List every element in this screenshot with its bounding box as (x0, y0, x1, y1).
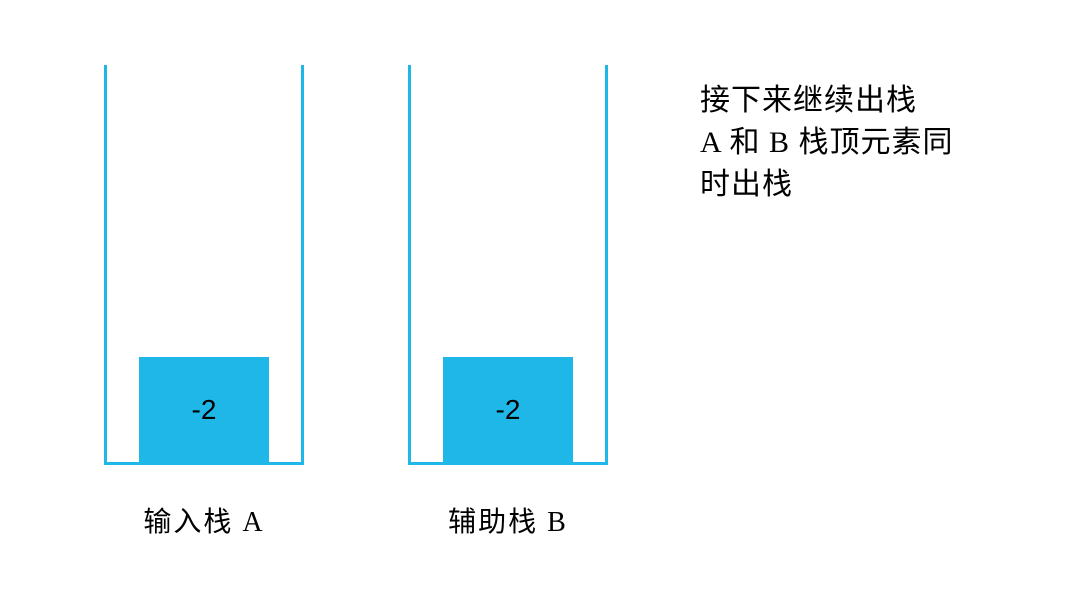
description-line-2: A 和 B 栈顶元素同 (700, 122, 1020, 164)
stack-a-right-wall (301, 65, 304, 465)
description: 接下来继续出栈 A 和 B 栈顶元素同 时出栈 (700, 80, 1020, 206)
stack-b-item-value: -2 (496, 394, 521, 426)
stack-a-label: 输入栈 A (104, 500, 304, 540)
stack-a-left-wall (104, 65, 107, 465)
stack-b-left-wall (408, 65, 411, 465)
stack-a-item: -2 (139, 357, 269, 462)
stack-b-label: 辅助栈 B (408, 500, 608, 540)
description-line-1: 接下来继续出栈 (700, 80, 1020, 122)
description-line-3: 时出栈 (700, 164, 1020, 206)
stack-a-bottom (104, 462, 304, 465)
stack-b: -2 (408, 65, 608, 465)
stack-b-item: -2 (443, 357, 573, 462)
stack-b-right-wall (605, 65, 608, 465)
stack-a-item-value: -2 (192, 394, 217, 426)
stack-b-bottom (408, 462, 608, 465)
stack-a: -2 (104, 65, 304, 465)
